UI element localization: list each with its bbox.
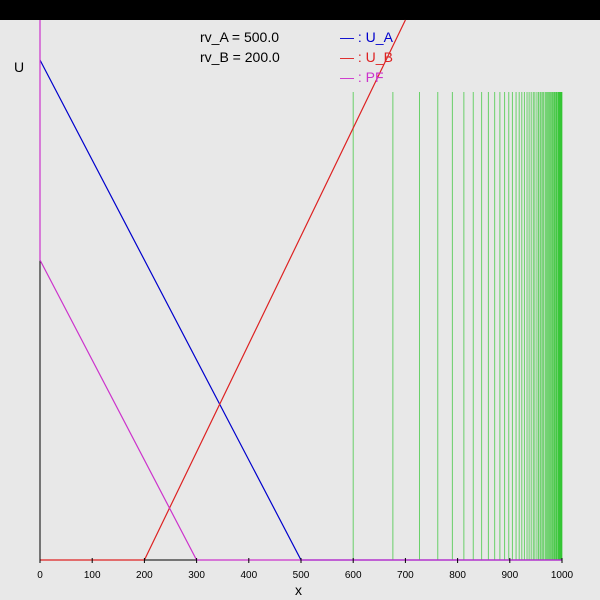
- legend-entry-pf: — : PF: [340, 69, 384, 85]
- legend-label-pf: : PF: [357, 69, 384, 85]
- x-axis-label: x: [295, 582, 302, 598]
- series-line-pf: [39, 20, 562, 561]
- legend-entry-u-b: — : U_B: [340, 49, 393, 65]
- series-line-u-b: [40, 19, 406, 561]
- x-tick-label-100: 100: [84, 570, 101, 581]
- x-tick-label-200: 200: [136, 570, 153, 581]
- x-tick-label-0: 0: [37, 570, 43, 581]
- rv-b-annotation: rv_B = 200.0: [200, 49, 280, 65]
- x-tick-label-300: 300: [188, 570, 205, 581]
- x-tick-label-400: 400: [240, 570, 257, 581]
- rv-a-annotation: rv_A = 500.0: [200, 29, 280, 45]
- x-tick-label-500: 500: [293, 570, 310, 581]
- legend-entry-u-a: — : U_A: [340, 29, 393, 45]
- x-tick-label-900: 900: [501, 570, 518, 581]
- x-tick-label-1000: 1000: [551, 570, 574, 581]
- legend-marker-u-a: —: [340, 29, 358, 45]
- series-line-u-a: [39, 59, 562, 561]
- top-bar: [0, 0, 600, 20]
- legend-label-u-b: : U_B: [357, 49, 393, 65]
- x-tick-label-700: 700: [397, 570, 414, 581]
- legend-marker-u-b: —: [340, 49, 358, 65]
- legend-marker-pf: —: [340, 69, 358, 85]
- y-axis-label: U: [14, 59, 25, 75]
- legend-label-u-a: : U_A: [357, 29, 393, 45]
- x-tick-label-800: 800: [449, 570, 466, 581]
- x-tick-label-600: 600: [345, 570, 362, 581]
